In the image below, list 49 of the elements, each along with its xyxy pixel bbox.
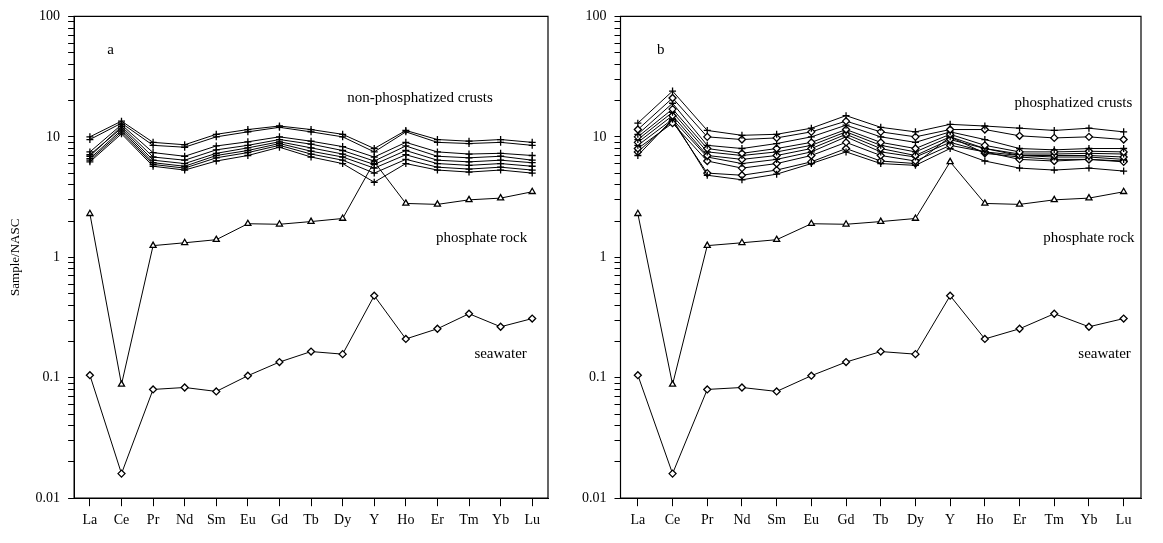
x-tick-label: Dy — [334, 512, 352, 528]
x-tick-label: Gd — [270, 512, 289, 528]
x-tick-label: La — [630, 512, 647, 528]
y-tick-label: 100 — [39, 8, 61, 24]
x-tick-label: Eu — [240, 512, 256, 528]
annotation: seawater — [474, 344, 527, 361]
y-axis-title: Sample/NASC — [7, 218, 23, 296]
x-tick-label: Pr — [701, 512, 714, 528]
x-tick-label: Gd — [837, 512, 855, 528]
y-tick-label: 1 — [599, 248, 607, 264]
x-tick-label: Nd — [733, 512, 751, 528]
annotation: a — [107, 41, 115, 58]
y-tick-label: 0.1 — [589, 369, 607, 385]
x-tick-label: Ho — [976, 512, 994, 528]
y-tick-label: 0.1 — [42, 369, 61, 385]
y-tick-label: 0.01 — [35, 489, 61, 505]
x-tick-label: Lu — [1115, 512, 1132, 528]
x-tick-label: Dy — [906, 512, 925, 528]
x-tick-label: La — [82, 512, 99, 528]
x-tick-label: Lu — [524, 512, 540, 528]
x-tick-label: Y — [369, 512, 380, 528]
x-tick-label: Ce — [664, 512, 681, 528]
y-tick-label: 10 — [46, 128, 61, 144]
x-tick-label: Sm — [767, 512, 787, 528]
annotation: seawater — [1078, 344, 1131, 361]
annotation: phosphate rock — [436, 228, 528, 245]
y-tick-label: 0.01 — [582, 489, 607, 505]
x-tick-label: Pr — [146, 512, 160, 528]
y-tick-label: 1 — [53, 248, 61, 264]
x-tick-label: Ce — [113, 512, 130, 528]
x-tick-label: Sm — [206, 512, 226, 528]
annotation: phosphatized crusts — [1014, 94, 1133, 111]
x-tick-label: Ho — [397, 512, 415, 528]
y-tick-label: 10 — [592, 128, 607, 144]
x-tick-label: Tb — [872, 512, 889, 528]
x-tick-label: Er — [1012, 512, 1027, 528]
x-tick-label: Tm — [459, 512, 479, 528]
x-tick-label: Yb — [492, 512, 510, 528]
annotation: b — [656, 41, 665, 58]
annotation: non-phosphatized crusts — [347, 89, 493, 106]
x-tick-label: Nd — [176, 512, 194, 528]
annotation: phosphate rock — [1043, 228, 1136, 245]
x-tick-label: Yb — [1080, 512, 1098, 528]
x-tick-label: Eu — [803, 512, 820, 528]
x-tick-label: Tb — [303, 512, 319, 528]
x-tick-label: Tm — [1044, 512, 1065, 528]
x-tick-label: Y — [945, 512, 956, 528]
y-tick-label: 100 — [585, 8, 607, 24]
x-tick-label: Er — [430, 512, 445, 528]
